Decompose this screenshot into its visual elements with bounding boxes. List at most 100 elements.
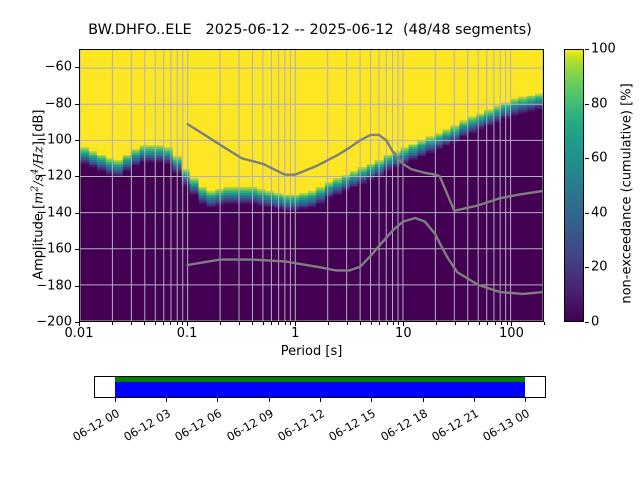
y-axis-label-unit-s-exp: 4 [29,168,41,175]
x-tick-mark [370,322,372,325]
x-tick-mark [435,322,437,325]
x-tick-mark [284,322,286,325]
x-tick-label: 1 [291,326,300,341]
timeline-tick-label: 06-12 18 [377,406,430,444]
timeline-tick-label: 06-12 03 [121,406,174,444]
colorbar-tick-label: 100 [591,41,616,57]
y-axis-label: Amplitude [m2/s4/Hz] [dB] [29,55,46,335]
x-tick-mark [392,322,394,325]
x-tick-mark [468,322,470,325]
colorbar-tick-mark [585,322,589,323]
x-tick-label: 0.01 [64,326,94,341]
colorbar-tick-label: 80 [591,96,608,112]
colorbar-tick-label: 0 [591,314,600,330]
y-tick-mark [75,176,79,178]
x-tick-mark [454,322,456,325]
x-tick-mark [238,322,240,325]
x-tick-label: 100 [499,326,524,341]
y-tick-label: −80 [44,96,72,112]
colorbar [564,49,584,322]
y-tick-label: −180 [36,278,72,294]
x-tick-mark [144,322,146,325]
x-axis-label: Period [s] [280,344,343,359]
colorbar-tick-mark [585,103,589,105]
timeline-tick-label: 06-12 00 [70,406,122,444]
data-coverage-green [114,377,526,382]
x-tick-mark [500,322,502,325]
x-tick-mark [295,322,297,326]
colorbar-tick-label: 40 [591,205,608,221]
x-tick-mark [398,322,400,325]
x-tick-mark [403,322,405,326]
x-tick-mark [478,322,480,325]
timeline-tick-mark [114,398,116,402]
x-tick-mark [252,322,254,325]
x-tick-label: 0.1 [176,326,198,341]
data-coverage-timeline [94,376,546,398]
y-axis-label-unit-m-exp: 2 [29,185,41,192]
colorbar-label: non-exceedance (cumulative) [%] [619,83,635,304]
y-axis-label-prefix: Amplitude [ [31,203,47,280]
timeline-tick-label: 06-13 00 [480,406,533,444]
x-tick-mark [360,322,362,325]
timeline-tick-label: 06-12 15 [326,406,379,444]
x-tick-mark [170,322,172,325]
y-tick-mark [75,212,79,214]
timeline-tick-mark [371,398,373,402]
y-tick-label: −60 [44,59,72,75]
y-axis-label-unit-hz: /Hz [31,146,47,169]
x-tick-mark [487,322,489,325]
x-tick-mark [327,322,329,325]
colorbar-tick-mark [585,49,589,50]
plot-title: BW.DHFO..ELE 2025-06-12 -- 2025-06-12 (4… [88,22,532,38]
x-tick-mark [163,322,165,325]
y-tick-label: −200 [36,314,72,330]
y-tick-mark [75,67,79,69]
ppsd-axes [79,49,544,322]
colorbar-tick-label: 20 [591,259,608,275]
x-tick-mark [379,322,381,325]
y-tick-mark [75,140,79,141]
ppsd-heatmap [80,50,543,321]
y-tick-mark [75,285,79,287]
x-tick-mark [506,322,508,325]
x-tick-mark [262,322,264,325]
timeline-tick-label: 06-12 12 [275,406,327,444]
x-tick-mark [219,322,221,325]
x-tick-mark [271,322,273,325]
y-axis-label-unit-s: /s [31,174,47,186]
colorbar-tick-mark [585,267,589,269]
x-tick-mark [154,322,156,325]
colorbar-tick-mark [585,212,589,214]
x-tick-mark [79,322,80,326]
timeline-tick-mark [525,398,527,402]
y-axis-label-suffix: ] [dB] [31,109,47,147]
timeline-tick-mark [166,398,168,402]
timeline-tick-mark [217,398,219,402]
x-tick-mark [182,322,184,325]
x-tick-mark [386,322,388,325]
y-tick-label: −120 [36,168,72,184]
y-tick-label: −140 [36,205,72,221]
y-tick-label: −100 [36,132,72,148]
timeline-tick-mark [320,398,321,402]
x-tick-mark [511,322,513,326]
x-tick-mark [187,322,189,326]
timeline-tick-mark [422,398,424,402]
timeline-tick-label: 06-12 21 [429,406,481,444]
timeline-tick-label: 06-12 06 [172,406,225,444]
y-axis-ticks: −200 −180 −160 −140 −120 −100 −80 −60 [0,0,79,480]
y-tick-label: −160 [36,241,72,257]
data-coverage-blue [114,382,526,397]
x-tick-mark [494,322,496,325]
timeline-tick-mark [268,398,270,402]
y-axis-label-unit-m: m [31,191,47,204]
x-tick-label: 10 [395,326,412,341]
x-tick-mark [278,322,280,325]
y-tick-mark [75,103,79,105]
x-tick-mark [111,322,113,325]
y-tick-mark [75,322,79,323]
timeline-tick-mark [473,398,475,402]
x-tick-mark [346,322,348,325]
y-tick-mark [75,249,79,251]
